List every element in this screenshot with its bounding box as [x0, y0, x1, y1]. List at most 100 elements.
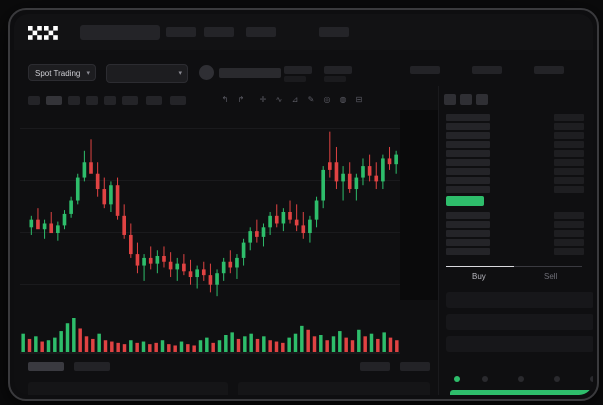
orderbook-ask-size — [554, 132, 584, 139]
orderbook-both-icon[interactable] — [444, 94, 456, 105]
nav-item-2[interactable] — [246, 27, 276, 37]
orderbook-ask-size — [554, 123, 584, 130]
pagination-dot-0[interactable] — [454, 376, 460, 382]
orderbook-ask-size — [554, 141, 584, 148]
orderbook-ask-size — [554, 186, 584, 193]
stat-low — [472, 66, 502, 74]
orderbook-bid-price — [446, 248, 490, 255]
bottom-tab-2[interactable] — [360, 362, 390, 371]
orderbook-bid-price — [446, 212, 490, 219]
orderbook-ask-size — [554, 114, 584, 121]
undo-icon[interactable]: ↰ — [221, 95, 229, 104]
magnet-icon[interactable]: ◎ — [323, 95, 331, 104]
submit-buy-button[interactable] — [450, 390, 593, 395]
pagination-dots — [450, 376, 593, 384]
orderbook-ask-price — [446, 168, 490, 175]
bottom-tab-3[interactable] — [400, 362, 430, 371]
sell-tab-underline — [514, 266, 582, 267]
top-navigation-bar — [14, 14, 593, 50]
okx-logo-icon[interactable] — [28, 26, 68, 40]
chart-gridline — [20, 232, 430, 233]
order-price-field[interactable] — [446, 314, 593, 330]
ruler-icon[interactable]: ⊿ — [291, 95, 299, 104]
orderbook-ask-size — [554, 168, 584, 175]
eraser-icon[interactable]: ⊟ — [355, 95, 363, 104]
orderbook-ask-price — [446, 123, 490, 130]
stat-change — [324, 66, 352, 74]
chart-gridline — [20, 180, 430, 181]
orderbook-bids-icon[interactable] — [476, 94, 488, 105]
pair-selector[interactable]: ▾ — [106, 64, 188, 83]
stat-change-sub — [324, 76, 346, 82]
app-screen: Spot Trading ▾ ▾ ↰ ↱ ✛ ∿ ⊿ ✎ ◎ ◍ ⊟ — [14, 14, 593, 395]
bottom-panel-left — [28, 382, 228, 395]
chart-gridline — [20, 284, 430, 285]
candlestick-series — [29, 131, 425, 297]
nav-item-3[interactable] — [319, 27, 349, 37]
indicator-button[interactable] — [170, 96, 186, 105]
timeframe-2[interactable] — [68, 96, 80, 105]
pencil-icon[interactable]: ✎ — [307, 95, 315, 104]
orderbook-bid-price — [446, 221, 490, 228]
orderbook-ask-price — [446, 177, 490, 184]
orderbook-ask-size — [554, 159, 584, 166]
tab-sell[interactable]: Sell — [544, 272, 558, 281]
buy-tab-underline — [446, 266, 514, 267]
bottom-tab-1[interactable] — [74, 362, 110, 371]
eye-icon[interactable]: ◍ — [339, 95, 347, 104]
order-amount-field[interactable] — [446, 336, 593, 352]
orderbook-ask-price — [446, 114, 490, 121]
orderbook-last-price-highlight — [446, 196, 484, 206]
tab-buy[interactable]: Buy — [472, 272, 486, 281]
orderbook-ask-price — [446, 159, 490, 166]
timeframe-6[interactable] — [146, 96, 162, 105]
nav-item-1[interactable] — [204, 27, 234, 37]
search-input[interactable] — [80, 25, 160, 40]
orderbook-view-toggles — [444, 94, 504, 106]
orderbook-bid-size — [554, 248, 584, 255]
orderbook-ask-price — [446, 132, 490, 139]
timeframe-5[interactable] — [122, 96, 138, 105]
timeframe-1-active[interactable] — [46, 96, 62, 105]
pagination-dot-1[interactable] — [482, 376, 488, 382]
crosshair-icon[interactable]: ✛ — [259, 95, 267, 104]
orderbook-bid-size — [554, 221, 584, 228]
timeframe-0[interactable] — [28, 96, 40, 105]
stat-high — [410, 66, 440, 74]
trading-mode-selector[interactable]: Spot Trading ▾ — [28, 64, 96, 81]
volume-histogram — [20, 318, 400, 354]
chevron-down-icon: ▾ — [178, 70, 182, 77]
price-chart[interactable] — [20, 110, 430, 314]
stat-last-price-sub — [284, 76, 306, 82]
pair-name-label — [219, 68, 281, 78]
pagination-dot-2[interactable] — [518, 376, 524, 382]
timeframe-3[interactable] — [86, 96, 98, 105]
chevron-down-icon: ▾ — [86, 70, 90, 77]
chart-gridline — [20, 128, 430, 129]
order-type-field[interactable] — [446, 292, 593, 308]
orderbook-asks-icon[interactable] — [460, 94, 472, 105]
stat-volume — [534, 66, 564, 74]
nav-item-0[interactable] — [166, 27, 196, 37]
orderbook-bid-size — [554, 239, 584, 246]
tablet-device-frame: Spot Trading ▾ ▾ ↰ ↱ ✛ ∿ ⊿ ✎ ◎ ◍ ⊟ — [8, 8, 599, 401]
trading-mode-label: Spot Trading — [35, 69, 81, 78]
pagination-dot-4[interactable] — [590, 376, 593, 382]
orderbook-bid-size — [554, 212, 584, 219]
coin-avatar — [199, 65, 214, 80]
pagination-dot-3[interactable] — [554, 376, 560, 382]
orderbook-ask-price — [446, 150, 490, 157]
orderbook-bid-price — [446, 239, 490, 246]
redo-icon[interactable]: ↱ — [237, 95, 245, 104]
screen-shadow-overlay — [400, 110, 442, 300]
orderbook-bid-size — [554, 230, 584, 237]
orderbook-ask-size — [554, 150, 584, 157]
bottom-tab-0[interactable] — [28, 362, 64, 371]
bottom-panel-right — [238, 382, 430, 395]
orderbook-ask-size — [554, 177, 584, 184]
stat-last-price — [284, 66, 312, 74]
orderbook-ask-price — [446, 141, 490, 148]
trendline-icon[interactable]: ∿ — [275, 95, 283, 104]
timeframe-4[interactable] — [104, 96, 116, 105]
orderbook-bid-price — [446, 230, 490, 237]
